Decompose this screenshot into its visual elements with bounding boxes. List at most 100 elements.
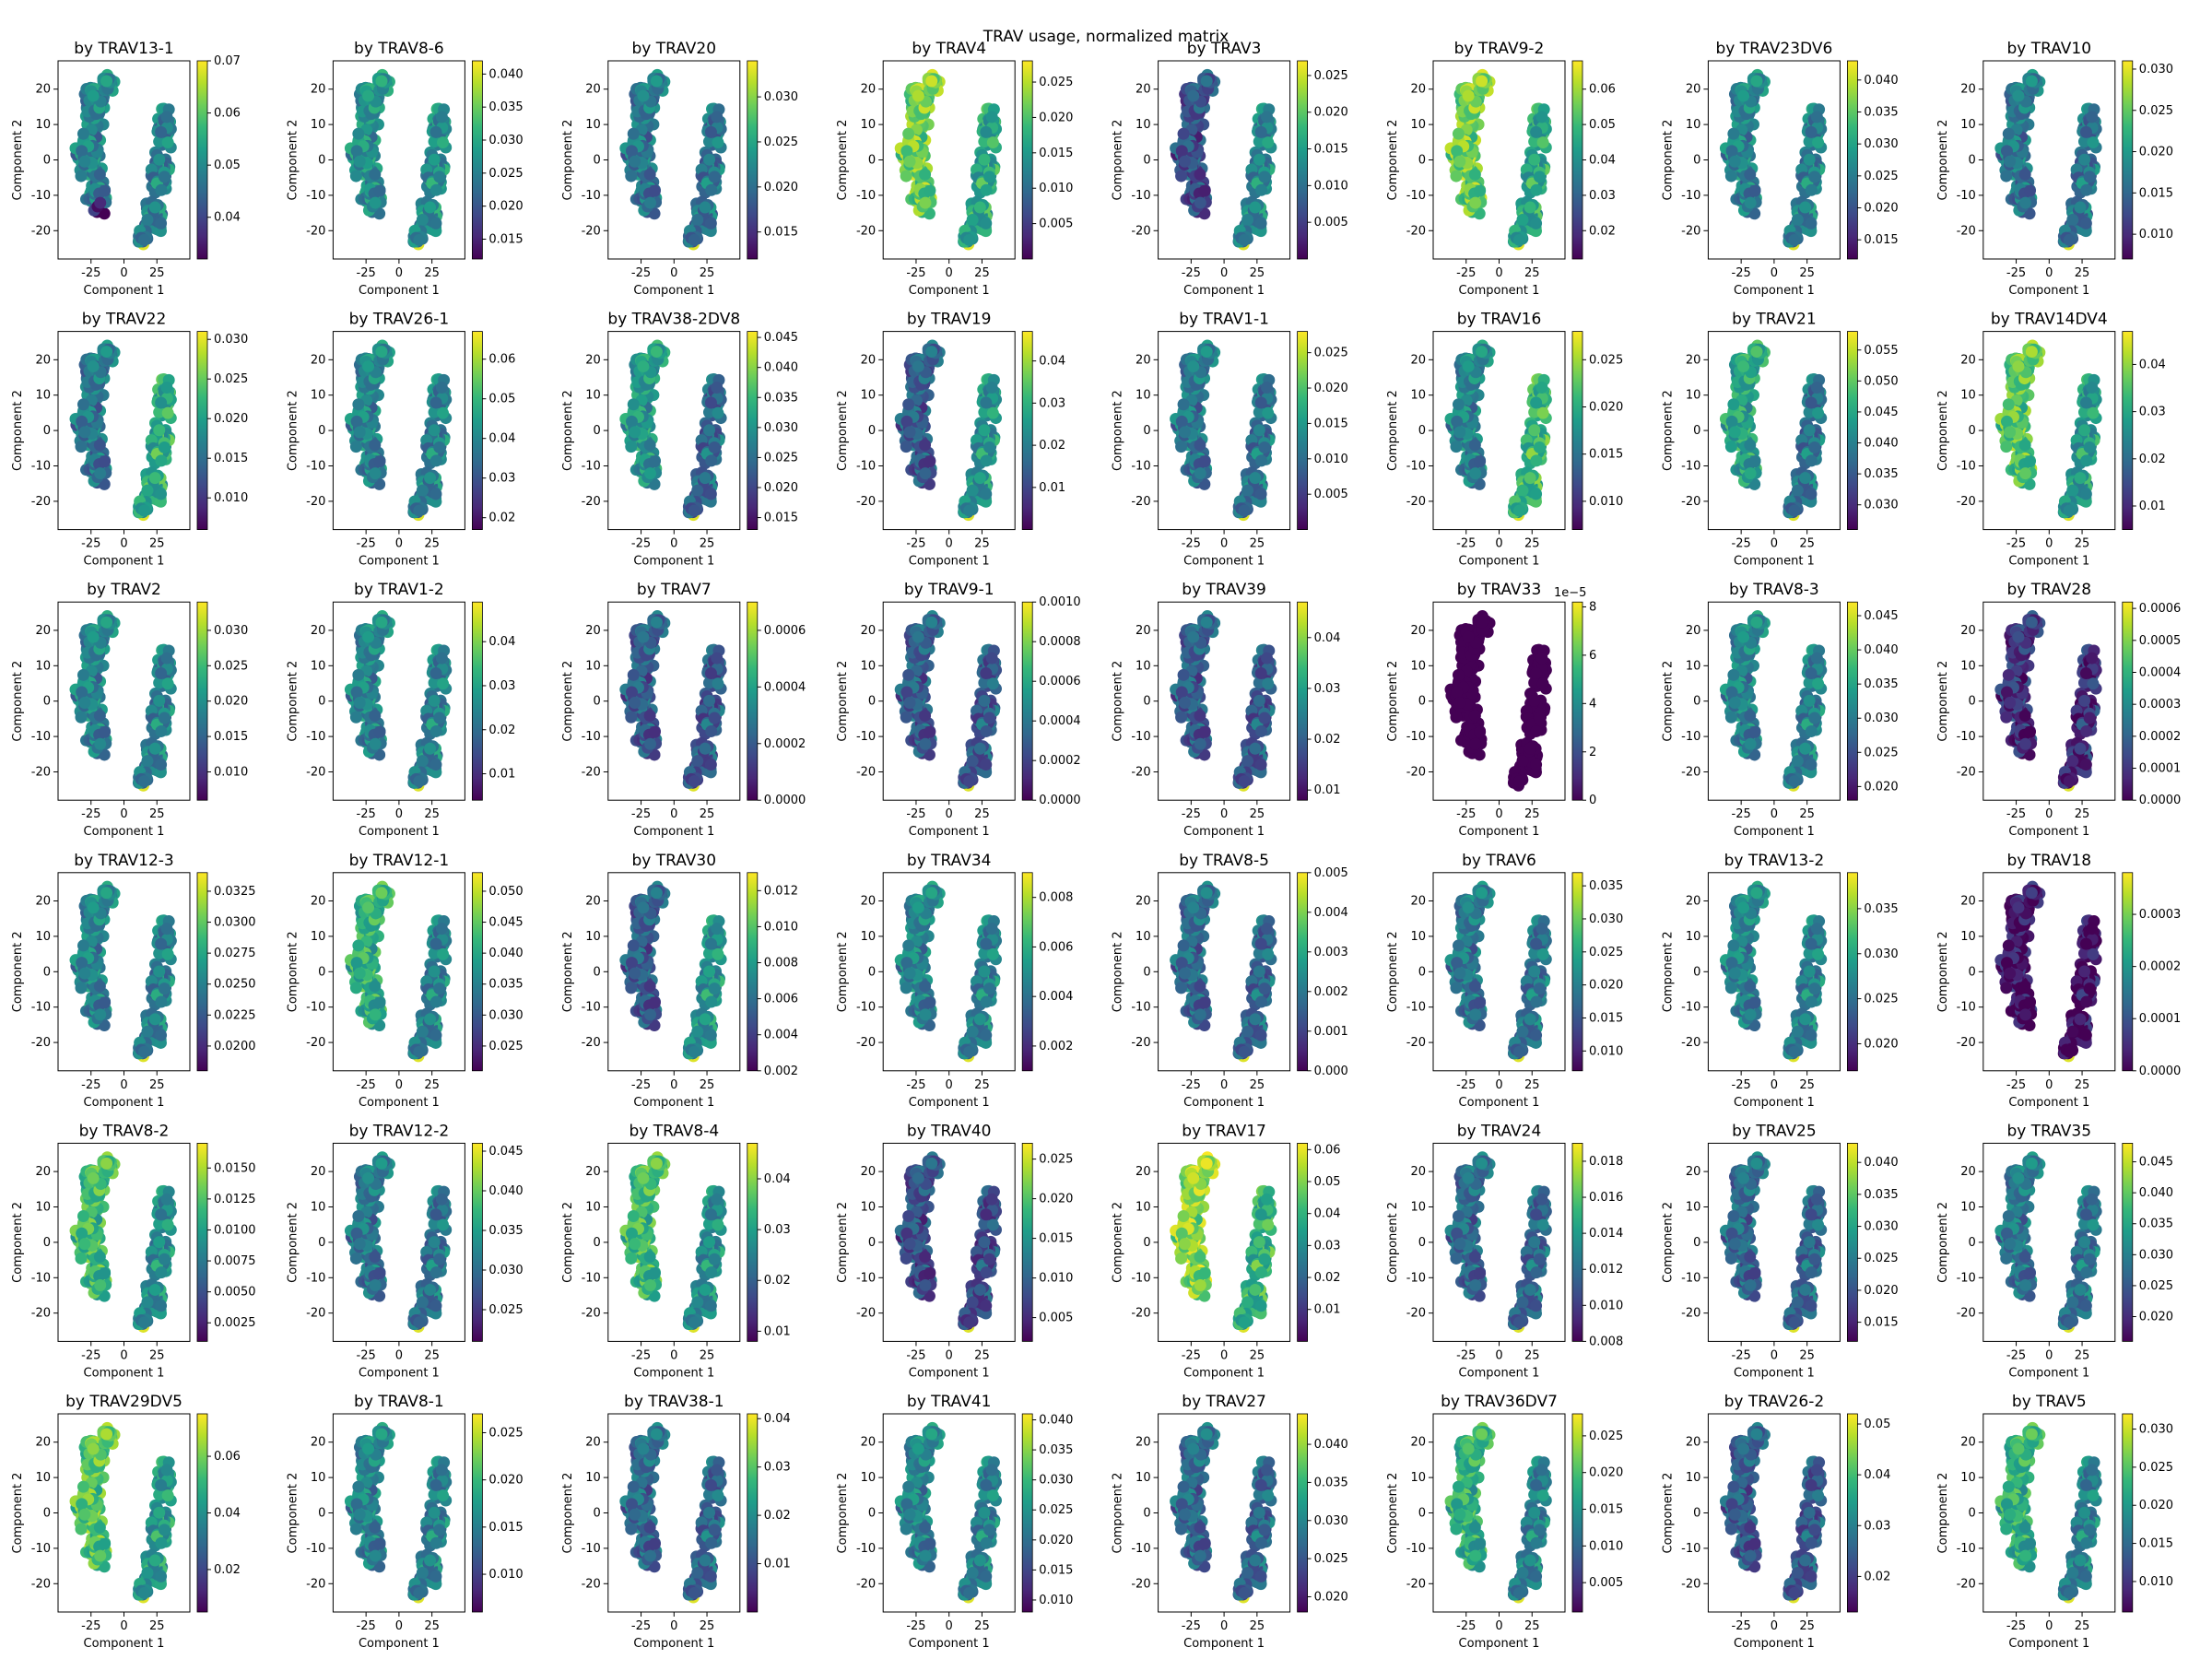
data-point xyxy=(699,201,712,214)
panel-title: by TRAV22 xyxy=(82,311,167,329)
data-point xyxy=(985,111,998,124)
x-tick-label: -25 xyxy=(1732,266,1751,280)
data-point xyxy=(1476,75,1488,88)
data-point xyxy=(1533,171,1546,183)
panel-title: by TRAV10 xyxy=(2007,40,2092,58)
colorbar-tick-label: 0.015 xyxy=(2139,186,2173,200)
x-tick-label: 25 xyxy=(700,266,715,280)
data-point xyxy=(1528,135,1541,148)
x-tick-label: -25 xyxy=(81,266,100,280)
data-point xyxy=(1724,170,1737,182)
data-point xyxy=(99,184,112,197)
data-point xyxy=(137,504,150,517)
colorbar-tick-label: 0.015 xyxy=(488,233,523,247)
data-point xyxy=(148,472,161,485)
y-axis-label: Component 2 xyxy=(1112,120,1125,201)
data-point xyxy=(1528,153,1541,166)
x-tick-label: 25 xyxy=(1524,266,1540,280)
y-tick-label: 20 xyxy=(35,83,51,97)
panel-title: by TRAV23DV6 xyxy=(1715,40,1832,58)
y-tick-label: -20 xyxy=(582,224,601,238)
data-point xyxy=(137,233,150,246)
colorbar-tick-label: 0.05 xyxy=(214,159,241,172)
colorbar-tick-label: 0.025 xyxy=(2139,104,2173,118)
data-point xyxy=(650,75,663,88)
data-point xyxy=(978,153,991,166)
x-tick-label: -25 xyxy=(2006,266,2026,280)
x-tick-label: 25 xyxy=(149,266,165,280)
data-point xyxy=(2019,196,2032,209)
panel-title: by TRAV20 xyxy=(632,40,717,58)
colorbar-tick-label: 0.020 xyxy=(1314,106,1348,120)
x-tick-label: 25 xyxy=(1250,266,1265,280)
x-axis-label: Component 1 xyxy=(633,284,714,298)
data-point xyxy=(2004,155,2017,168)
colorbar xyxy=(196,60,208,260)
data-point xyxy=(93,168,106,181)
data-point xyxy=(900,170,912,182)
data-point xyxy=(711,111,724,124)
data-point xyxy=(1803,135,1816,148)
data-point xyxy=(158,171,171,183)
data-point xyxy=(644,196,657,209)
colorbar xyxy=(1571,60,1583,260)
data-point xyxy=(362,360,375,373)
y-tick-label: -10 xyxy=(1681,189,1700,203)
scatter-points xyxy=(1719,68,1828,251)
data-point xyxy=(919,196,932,209)
data-point xyxy=(155,217,168,229)
colorbar-tick-label: 0.015 xyxy=(1864,233,1898,247)
data-point xyxy=(160,381,173,394)
colorbar xyxy=(472,60,483,260)
data-point xyxy=(1512,233,1525,246)
data-point xyxy=(2066,213,2079,226)
colorbar-tick-label: 0.025 xyxy=(1039,76,1073,89)
colorbar-tick-label: 0.025 xyxy=(488,167,523,181)
x-tick-label: 25 xyxy=(1799,266,1815,280)
y-tick-label: 0 xyxy=(43,154,51,168)
y-axis-label: Component 2 xyxy=(11,390,25,471)
colorbar-tick-label: 0.035 xyxy=(488,100,523,114)
x-tick-label: -25 xyxy=(1456,266,1476,280)
colorbar-tick-label: 0.015 xyxy=(214,452,248,465)
data-point xyxy=(2018,168,2031,181)
colorbar-tick-label: 0.035 xyxy=(1864,105,1898,119)
data-point xyxy=(1530,125,1543,138)
data-point xyxy=(75,441,88,453)
data-point xyxy=(1788,233,1801,246)
y-tick-label: -10 xyxy=(1406,189,1426,203)
y-tick-label: 0 xyxy=(1143,154,1150,168)
data-point xyxy=(76,127,89,140)
data-point xyxy=(1253,153,1265,166)
data-point xyxy=(429,183,442,196)
data-point xyxy=(437,136,450,149)
x-tick-label: 0 xyxy=(1220,266,1228,280)
y-tick-label: -10 xyxy=(856,189,876,203)
data-point xyxy=(2080,183,2093,196)
data-point xyxy=(1737,89,1750,102)
colorbar-tick-label: 0.010 xyxy=(1314,179,1348,193)
data-point xyxy=(2078,153,2091,166)
y-tick-label: 10 xyxy=(35,389,51,403)
data-point xyxy=(2086,111,2099,124)
data-point xyxy=(435,111,448,124)
data-point xyxy=(691,213,704,226)
x-axis-label: Component 1 xyxy=(1734,284,1815,298)
data-point xyxy=(1175,170,1188,182)
data-point xyxy=(1524,201,1536,214)
scatter-points xyxy=(1444,68,1552,251)
colorbar-tick-label: 0.005 xyxy=(1039,218,1073,231)
y-tick-label: -10 xyxy=(1131,189,1150,203)
colorbar-tick-label: 0.02 xyxy=(1589,224,1616,238)
data-point xyxy=(963,233,976,246)
y-tick-label: -20 xyxy=(856,224,876,238)
colorbar-tick-label: 0.06 xyxy=(1589,83,1616,97)
data-point xyxy=(158,441,171,453)
data-point xyxy=(924,184,936,197)
data-point xyxy=(643,168,656,181)
colorbar-tick-label: 0.030 xyxy=(2139,63,2173,76)
